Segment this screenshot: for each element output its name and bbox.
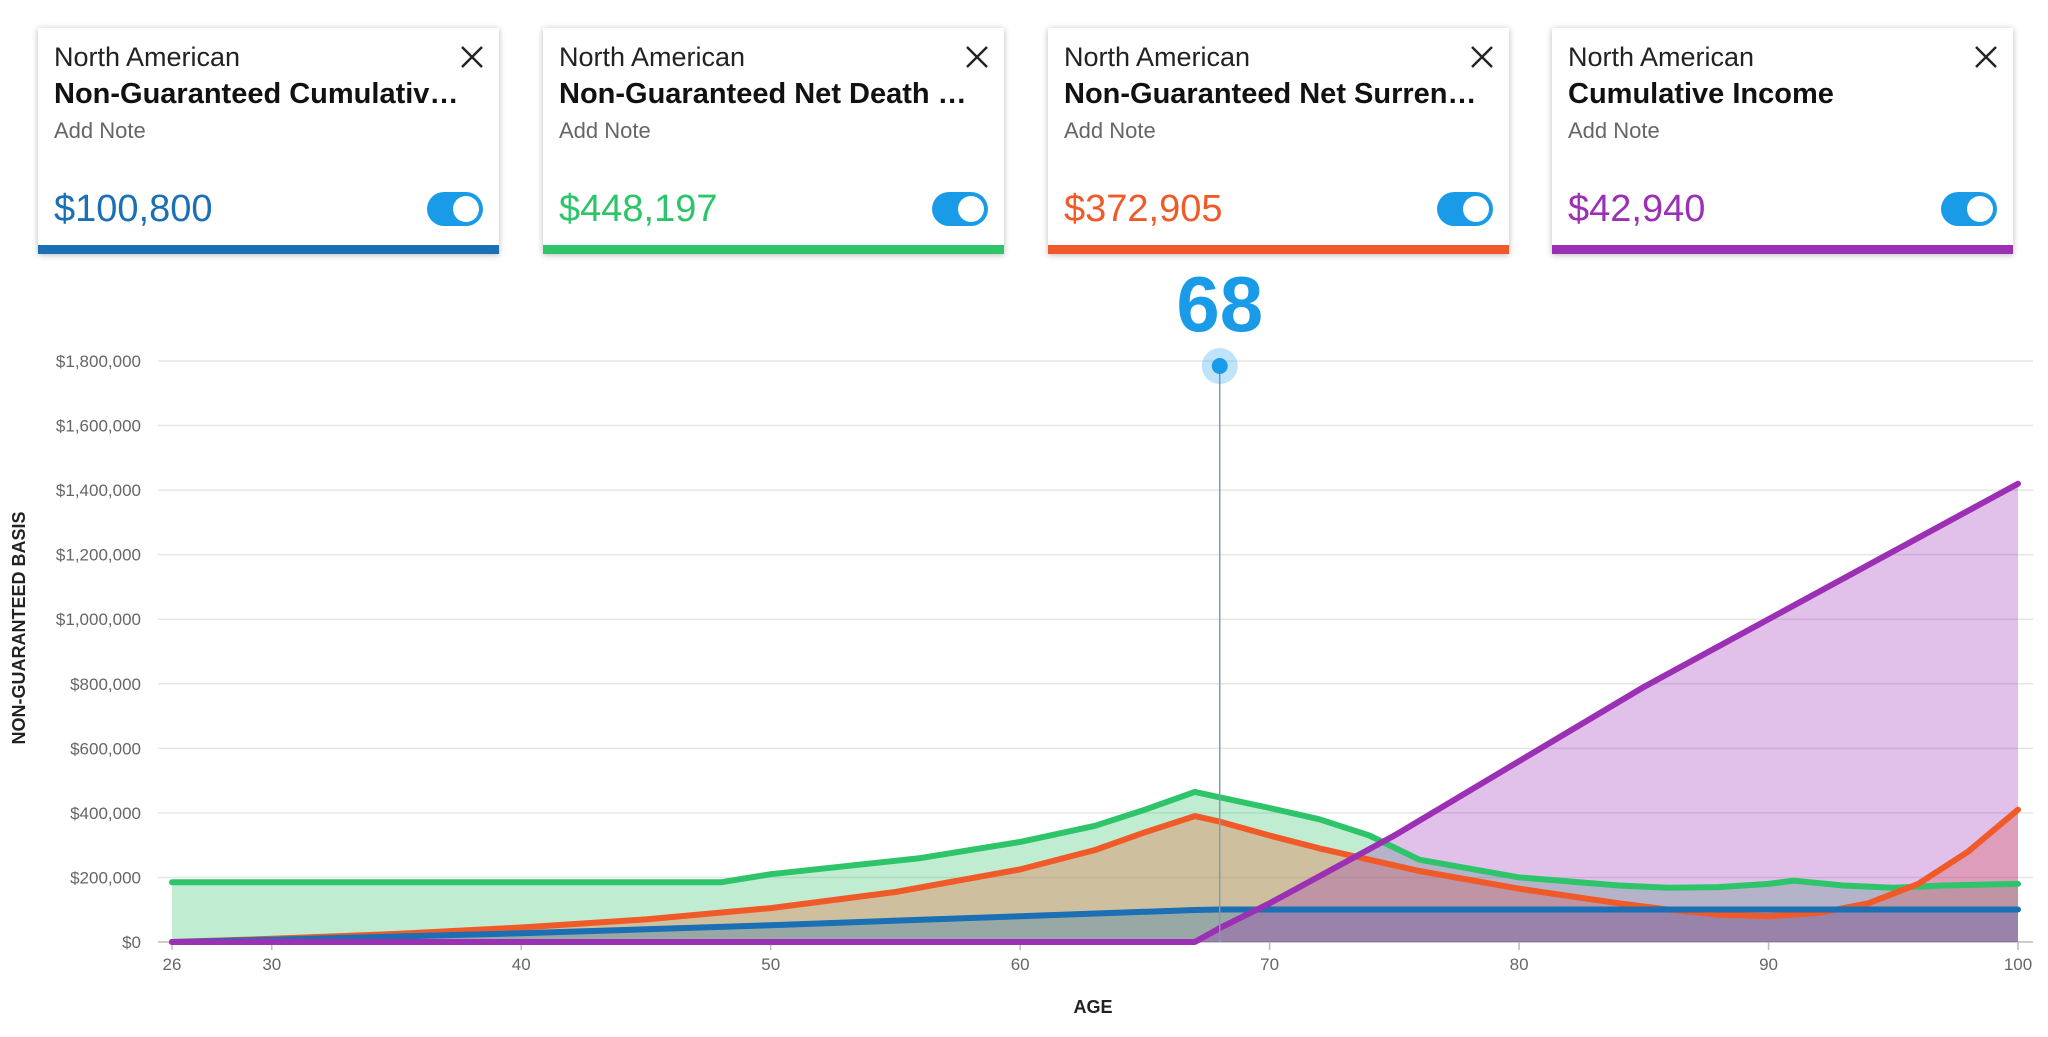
card-value: $448,197 bbox=[559, 188, 718, 230]
add-note-link[interactable]: Add Note bbox=[54, 118, 146, 143]
x-tick-label: 30 bbox=[262, 955, 281, 974]
card-value: $42,940 bbox=[1568, 188, 1706, 230]
series-area bbox=[172, 909, 2018, 942]
toggle-knob bbox=[1967, 196, 1993, 222]
x-tick-label: 70 bbox=[1260, 955, 1279, 974]
age-marker[interactable]: 68 bbox=[1176, 260, 1263, 942]
card-company: North American bbox=[1064, 42, 1251, 72]
y-axis-title: NON-GUARANTEED BASIS bbox=[9, 511, 29, 744]
x-tick-label: 90 bbox=[1759, 955, 1778, 974]
series-color-bar bbox=[38, 245, 499, 254]
chart-grid bbox=[158, 360, 2033, 943]
close-icon[interactable] bbox=[1971, 42, 2001, 72]
add-note-link[interactable]: Add Note bbox=[1064, 118, 1156, 143]
series-toggle[interactable] bbox=[427, 192, 483, 226]
y-tick-label: $0 bbox=[122, 933, 141, 952]
card-title: Non-Guaranteed Net Death Be... bbox=[559, 78, 979, 110]
card-company: North American bbox=[559, 42, 746, 72]
summary-card: North American Cumulative Income Add Not… bbox=[1552, 28, 2013, 254]
series-toggle[interactable] bbox=[932, 192, 988, 226]
toggle-knob bbox=[1463, 196, 1489, 222]
toggle-knob bbox=[453, 196, 479, 222]
series-areas bbox=[172, 483, 2018, 942]
y-tick-label: $600,000 bbox=[70, 739, 141, 758]
projection-chart: $0 $200,000 $400,000 $600,000 $800,000 $1,000… bbox=[9, 260, 2033, 1017]
x-tick-label: 100 bbox=[2004, 955, 2032, 974]
card-value: $372,905 bbox=[1064, 188, 1223, 230]
close-icon[interactable] bbox=[1467, 42, 1497, 72]
close-icon[interactable] bbox=[962, 42, 992, 72]
card-title: Non-Guaranteed Net Surrende... bbox=[1064, 78, 1484, 110]
series-area bbox=[172, 791, 2018, 942]
series-line bbox=[169, 480, 2021, 945]
x-tick-label: 80 bbox=[1510, 955, 1529, 974]
marker-label: 68 bbox=[1176, 260, 1263, 348]
series-lines bbox=[169, 480, 2021, 945]
marker-dot bbox=[1211, 358, 1228, 374]
card-title: Non-Guaranteed Cumulative P... bbox=[54, 78, 474, 110]
series-toggle[interactable] bbox=[1941, 192, 1997, 226]
y-tick-label: $1,000,000 bbox=[56, 610, 141, 629]
add-note-link[interactable]: Add Note bbox=[1568, 118, 1660, 143]
summary-card: North American Non-Guaranteed Net Death … bbox=[543, 28, 1004, 254]
series-line bbox=[169, 788, 2021, 891]
series-area bbox=[172, 483, 2018, 942]
series-toggle[interactable] bbox=[1437, 192, 1493, 226]
y-tick-label: $1,600,000 bbox=[56, 417, 141, 436]
add-note-link[interactable]: Add Note bbox=[559, 118, 651, 143]
toggle-knob bbox=[958, 196, 984, 222]
card-title: Cumulative Income bbox=[1568, 78, 1834, 110]
series-line bbox=[169, 806, 2021, 945]
summary-card: North American Non-Guaranteed Cumulative… bbox=[38, 28, 499, 254]
y-tick-label: $800,000 bbox=[70, 675, 141, 694]
y-tick-label: $200,000 bbox=[70, 868, 141, 887]
close-icon[interactable] bbox=[457, 42, 487, 72]
x-tick-label: 40 bbox=[512, 955, 531, 974]
card-company: North American bbox=[54, 42, 241, 72]
series-color-bar bbox=[1048, 245, 1509, 254]
y-tick-label: $1,200,000 bbox=[56, 546, 141, 565]
series-line bbox=[169, 906, 2021, 945]
y-tick-label: $1,800,000 bbox=[56, 352, 141, 371]
card-company: North American bbox=[1568, 42, 1755, 72]
x-axis-title: AGE bbox=[1073, 997, 1112, 1017]
summary-card: North American Non-Guaranteed Net Surren… bbox=[1048, 28, 1509, 254]
series-color-bar bbox=[1552, 245, 2013, 254]
x-axis: 26 30 40 50 60 70 80 90 100 bbox=[163, 942, 2032, 974]
series-color-bar bbox=[543, 245, 1004, 254]
y-tick-label: $1,400,000 bbox=[56, 481, 141, 500]
x-tick-label: 26 bbox=[163, 955, 182, 974]
y-tick-label: $400,000 bbox=[70, 804, 141, 823]
x-tick-label: 50 bbox=[761, 955, 780, 974]
x-tick-label: 60 bbox=[1011, 955, 1030, 974]
card-value: $100,800 bbox=[54, 188, 213, 230]
y-axis: $0 $200,000 $400,000 $600,000 $800,000 $1,000… bbox=[56, 352, 141, 952]
